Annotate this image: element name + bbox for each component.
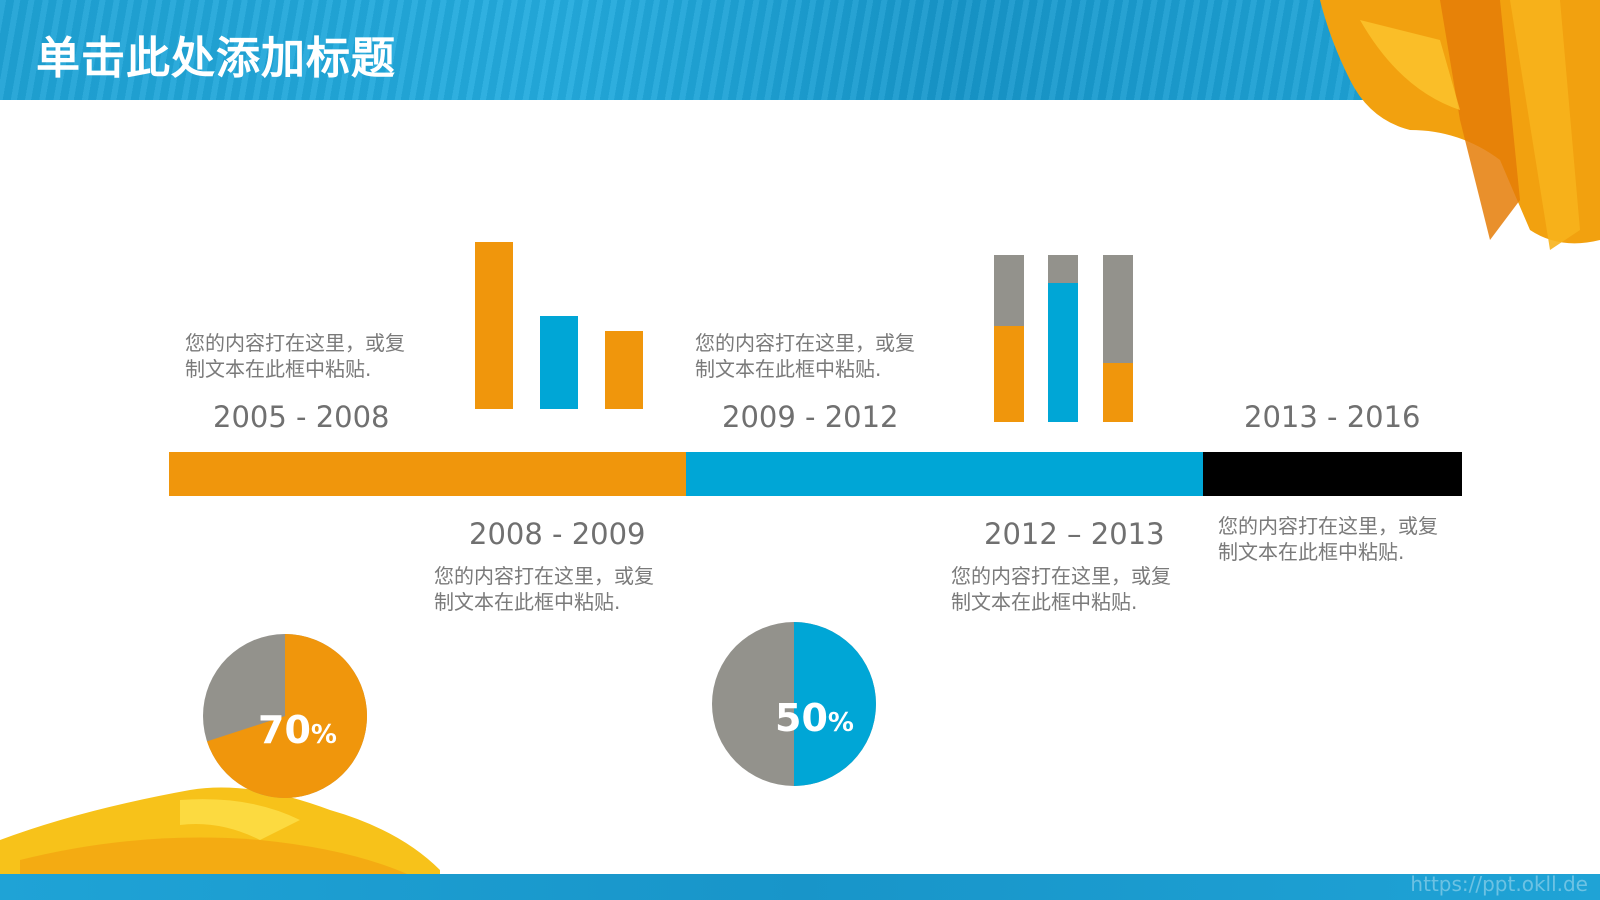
text-block-2005: 您的内容打在这里，或复 制文本在此框中粘贴. — [185, 330, 445, 382]
slide-title[interactable]: 单击此处添加标题 — [36, 33, 396, 84]
pie-value: 50 — [775, 696, 828, 740]
text-line: 您的内容打在这里，或复 — [1218, 514, 1438, 538]
year-label-2013-2016: 2013 - 2016 — [1244, 400, 1421, 434]
text-line: 制文本在此框中粘贴. — [951, 590, 1138, 614]
bar-orange-short — [605, 331, 643, 409]
pie-chart-50 — [712, 622, 876, 786]
pie-label-50: 50% — [775, 696, 854, 740]
text-line: 您的内容打在这里，或复 — [185, 331, 405, 355]
footer-band — [0, 874, 1600, 900]
text-block-2009: 您的内容打在这里，或复 制文本在此框中粘贴. — [695, 330, 955, 382]
pie-value: 70 — [258, 708, 311, 752]
text-line: 制文本在此框中粘贴. — [695, 357, 882, 381]
stacked-bar-2-gray — [1048, 255, 1078, 283]
stacked-bar-1-gray — [994, 255, 1024, 326]
bar-orange-tall — [475, 242, 513, 409]
pie-chart-70 — [203, 634, 367, 798]
pie-50-main-slice — [794, 622, 876, 786]
timeline-segment-black — [1203, 452, 1462, 496]
text-line: 制文本在此框中粘贴. — [1218, 540, 1405, 564]
year-label-2012-2013: 2012 – 2013 — [984, 517, 1165, 551]
stacked-bar-1-orange — [994, 326, 1024, 422]
year-label-2005-2008: 2005 - 2008 — [213, 400, 390, 434]
paint-stroke-top-right — [1320, 0, 1600, 250]
watermark-text: https://ppt.okll.de — [1410, 872, 1588, 896]
text-line: 您的内容打在这里，或复 — [434, 564, 654, 588]
text-block-2013: 您的内容打在这里，或复 制文本在此框中粘贴. — [1218, 513, 1478, 565]
stacked-bar-3-orange — [1103, 363, 1133, 422]
text-block-2008: 您的内容打在这里，或复 制文本在此框中粘贴. — [434, 563, 694, 615]
pie-70-main-slice — [207, 634, 367, 798]
pie-unit: % — [310, 720, 337, 750]
text-line: 您的内容打在这里，或复 — [951, 564, 1171, 588]
stacked-bar-3-gray — [1103, 255, 1133, 363]
bar-blue — [540, 316, 578, 409]
year-label-2008-2009: 2008 - 2009 — [469, 517, 646, 551]
text-line: 制文本在此框中粘贴. — [434, 590, 621, 614]
pie-unit: % — [827, 708, 854, 738]
year-label-2009-2012: 2009 - 2012 — [722, 400, 899, 434]
text-line: 制文本在此框中粘贴. — [185, 357, 372, 381]
timeline-segment-blue — [686, 452, 1203, 496]
stacked-bar-2-blue — [1048, 283, 1078, 422]
text-block-2012: 您的内容打在这里，或复 制文本在此框中粘贴. — [951, 563, 1211, 615]
timeline-segment-orange — [169, 452, 686, 496]
text-line: 您的内容打在这里，或复 — [695, 331, 915, 355]
pie-label-70: 70% — [258, 708, 337, 752]
